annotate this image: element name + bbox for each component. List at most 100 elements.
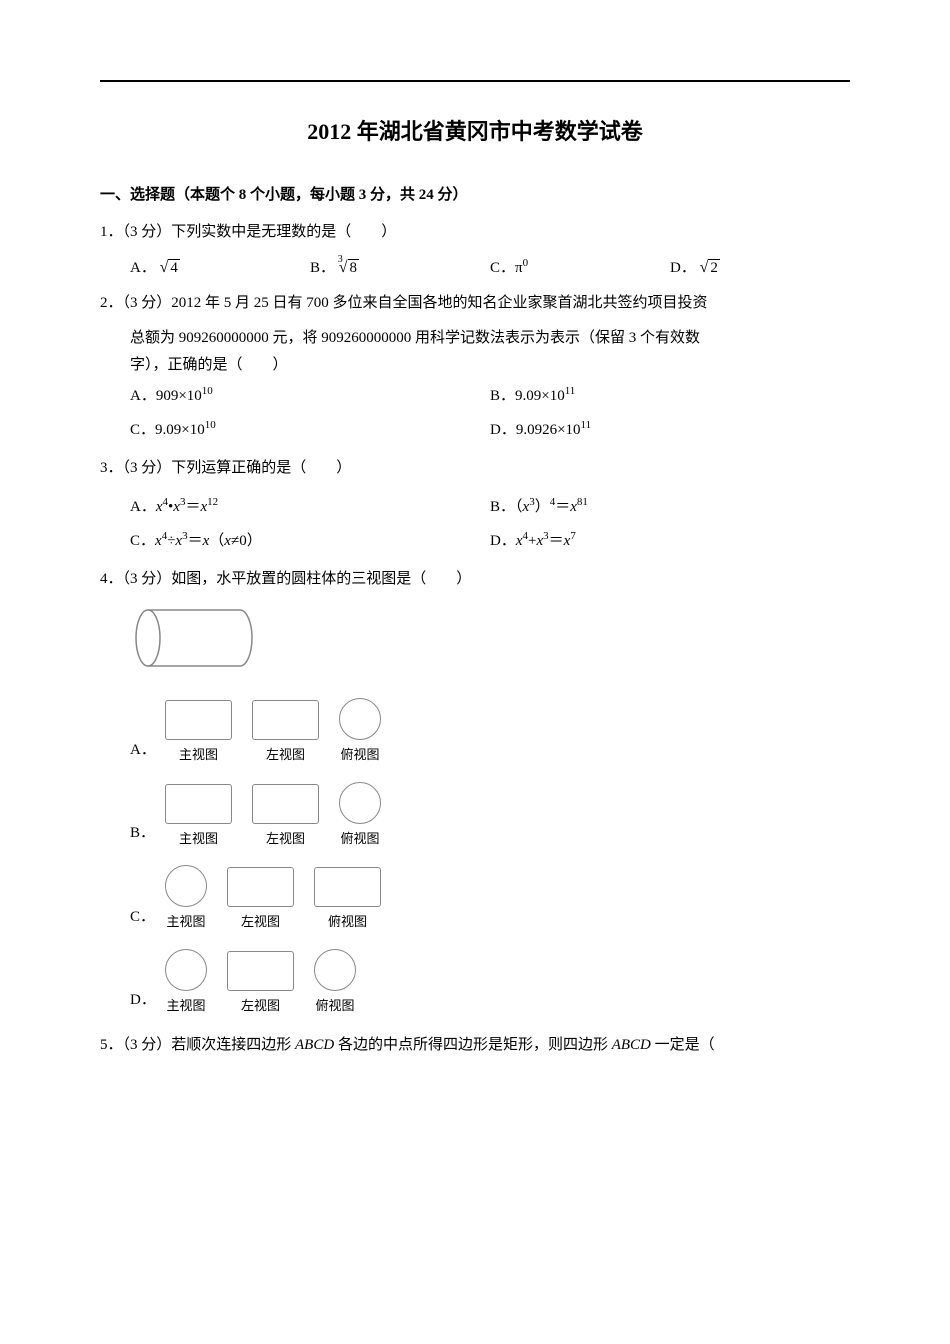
q2-stem2: 总额为 909260000000 元，将 909260000000 用科学记数法… bbox=[100, 325, 850, 352]
q4-d-front: 主视图 bbox=[165, 949, 207, 1017]
question-3-stem: 3．（3 分）下列运算正确的是（ ） bbox=[100, 455, 850, 482]
q4-c-front: 主视图 bbox=[165, 865, 207, 933]
page-title: 2012 年湖北省黄冈市中考数学试卷 bbox=[100, 112, 850, 152]
front-view-label: 主视图 bbox=[166, 994, 205, 1017]
q4-b-label: B． bbox=[130, 820, 155, 850]
q1-d-label: D． bbox=[670, 260, 696, 276]
q2-d-sup: 11 bbox=[581, 419, 592, 431]
q4-b-left: 左视图 bbox=[252, 784, 319, 850]
q3-d-pre: D． bbox=[490, 533, 516, 549]
q2-opt-a: A．909×1010 bbox=[130, 382, 490, 410]
q3-c-x4: x bbox=[224, 533, 231, 549]
question-2: 2．（3 分）2012 年 5 月 25 日有 700 多位来自全国各地的知名企… bbox=[100, 290, 850, 317]
question-4-stem: 4．（3 分）如图，水平放置的圆柱体的三视图是（ ） bbox=[100, 566, 850, 593]
q3-c-pre: C． bbox=[130, 533, 155, 549]
q3-options: A．x4•x3＝x12 B．（x3）4＝x81 C．x4÷x3＝x（x≠0） D… bbox=[100, 490, 850, 558]
cylinder-icon bbox=[130, 603, 260, 673]
rect-icon bbox=[227, 951, 294, 991]
circle-icon bbox=[339, 782, 381, 824]
q2-d: D．9.0926×10 bbox=[490, 422, 581, 438]
q4-b-top: 俯视图 bbox=[339, 782, 381, 850]
q4-opt-b: B． 主视图 左视图 俯视图 bbox=[130, 782, 850, 850]
q1-b-idx: 3 bbox=[338, 251, 343, 269]
q4-opt-a: A． 主视图 左视图 俯视图 bbox=[130, 698, 850, 766]
q3-d-s3: 7 bbox=[570, 530, 576, 542]
q2-c-sup: 10 bbox=[205, 419, 216, 431]
q1-a-label: A． bbox=[130, 260, 156, 276]
q2-stem3: 字），正确的是（ ） bbox=[100, 352, 850, 379]
cuberoot-icon: 3 √8 bbox=[339, 254, 359, 283]
top-view-label: 俯视图 bbox=[315, 994, 354, 1017]
q4-c-left: 左视图 bbox=[227, 867, 294, 933]
rect-icon bbox=[165, 700, 232, 740]
q1-b-label: B． bbox=[310, 260, 335, 276]
q4-d-left: 左视图 bbox=[227, 951, 294, 1017]
q2-a: A．909×10 bbox=[130, 388, 202, 404]
front-view-label: 主视图 bbox=[166, 910, 205, 933]
circle-icon bbox=[314, 949, 356, 991]
q2-a-sup: 10 bbox=[202, 385, 213, 397]
q2-c: C．9.09×10 bbox=[130, 422, 205, 438]
q4-b-front: 主视图 bbox=[165, 784, 232, 850]
front-view-label: 主视图 bbox=[179, 743, 218, 766]
q3-d-eq: ＝ bbox=[549, 533, 564, 549]
q1-b-val: 8 bbox=[348, 259, 360, 276]
left-view-label: 左视图 bbox=[241, 910, 280, 933]
rect-icon bbox=[227, 867, 294, 907]
q3-opt-c: C．x4÷x3＝x（x≠0） bbox=[130, 527, 490, 555]
top-view-label: 俯视图 bbox=[340, 827, 379, 850]
q3-b-pre: B．（ bbox=[490, 499, 523, 515]
q3-opt-d: D．x4+x3＝x7 bbox=[490, 527, 850, 555]
left-view-label: 左视图 bbox=[241, 994, 280, 1017]
top-view-label: 俯视图 bbox=[328, 910, 367, 933]
q3-opt-b: B．（x3）4＝x81 bbox=[490, 493, 850, 521]
q4-a-label: A． bbox=[130, 737, 155, 767]
top-view-label: 俯视图 bbox=[340, 743, 379, 766]
q4-a-front: 主视图 bbox=[165, 700, 232, 766]
q3-opt-a: A．x4•x3＝x12 bbox=[130, 493, 490, 521]
q2-opt-d: D．9.0926×1011 bbox=[490, 416, 850, 444]
q3-a-pre: A． bbox=[130, 499, 156, 515]
q4-d-top: 俯视图 bbox=[314, 949, 356, 1017]
q3-b-mid: ） bbox=[535, 499, 550, 515]
q4-a-left: 左视图 bbox=[252, 700, 319, 766]
q3-b-s3: 81 bbox=[577, 496, 588, 508]
q2-opt-c: C．9.09×1010 bbox=[130, 416, 490, 444]
left-view-label: 左视图 bbox=[266, 827, 305, 850]
q5-stem: 5．（3 分）若顺次连接四边形 ABCD 各边的中点所得四边形是矩形，则四边形 … bbox=[100, 1037, 715, 1053]
circle-icon bbox=[339, 698, 381, 740]
q3-c-paren: （ bbox=[209, 533, 224, 549]
top-rule bbox=[100, 80, 850, 82]
rect-icon bbox=[165, 784, 232, 824]
q4-c-top: 俯视图 bbox=[314, 867, 381, 933]
q3-a-eq: ＝ bbox=[185, 499, 200, 515]
q4-opt-d: D． 主视图 左视图 俯视图 bbox=[130, 949, 850, 1017]
q3-c-neq: ≠0） bbox=[231, 533, 262, 549]
q3-a-x1: x bbox=[156, 499, 163, 515]
q2-options: A．909×1010 B．9.09×1011 C．9.09×1010 D．9.0… bbox=[100, 379, 850, 447]
q1-opt-d: D． √2 bbox=[670, 254, 850, 283]
rect-icon bbox=[314, 867, 381, 907]
section-header: 一、选择题（本题个 8 个小题，每小题 3 分，共 24 分） bbox=[100, 182, 850, 209]
cylinder-figure bbox=[130, 603, 850, 683]
q4-a-top: 俯视图 bbox=[339, 698, 381, 766]
q4-opt-c: C． 主视图 左视图 俯视图 bbox=[130, 865, 850, 933]
q1-opt-b: B． 3 √8 bbox=[310, 254, 490, 283]
q3-b-x2: x bbox=[570, 499, 577, 515]
q3-d-x1: x bbox=[516, 533, 523, 549]
q3-b-eq: ＝ bbox=[555, 499, 570, 515]
q1-opt-c: C．π0 bbox=[490, 254, 670, 283]
question-5: 5．（3 分）若顺次连接四边形 ABCD 各边的中点所得四边形是矩形，则四边形 … bbox=[100, 1032, 850, 1059]
q1-a-val: 4 bbox=[168, 259, 180, 276]
q3-c-x1: x bbox=[155, 533, 162, 549]
q1-options: A． √4 B． 3 √8 C．π0 D． √2 bbox=[100, 254, 850, 283]
q2-b-sup: 11 bbox=[565, 385, 576, 397]
q3-c-eq: ＝ bbox=[188, 533, 203, 549]
q1-opt-a: A． √4 bbox=[130, 254, 310, 283]
rect-icon bbox=[252, 784, 319, 824]
q2-b: B．9.09×10 bbox=[490, 388, 565, 404]
circle-icon bbox=[165, 949, 207, 991]
left-view-label: 左视图 bbox=[266, 743, 305, 766]
q1-c-sup: 0 bbox=[523, 257, 529, 269]
front-view-label: 主视图 bbox=[179, 827, 218, 850]
